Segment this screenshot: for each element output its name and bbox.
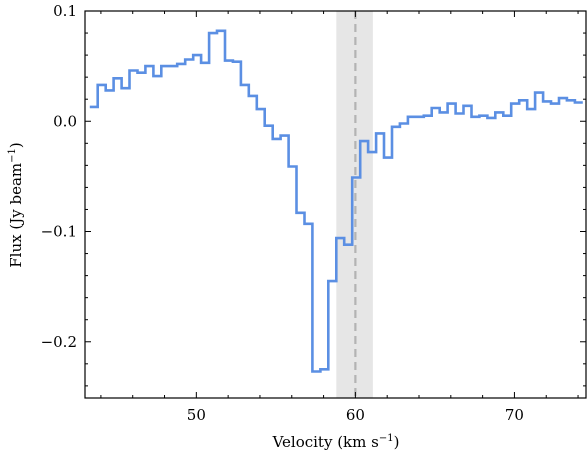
ticks-layer: 50 60 70 0.1 0.0 −0.1 −0.2 xyxy=(41,2,586,424)
x-axis-label: Velocity (km s−1) xyxy=(272,433,400,451)
y-tick-label: −0.1 xyxy=(41,223,77,241)
x-tick-label: 50 xyxy=(187,406,206,424)
x-tick-label: 70 xyxy=(505,406,524,424)
spectrum-layer xyxy=(89,29,583,373)
x-tick-label: 60 xyxy=(346,406,365,424)
y-tick-label: −0.2 xyxy=(41,333,77,351)
y-axis-label: Flux (Jy beam−1) xyxy=(7,142,25,267)
plot-frame xyxy=(84,10,587,399)
plot-area xyxy=(85,11,586,398)
y-tick-label: 0.0 xyxy=(53,112,77,130)
y-tick-label: 0.1 xyxy=(53,2,77,20)
velocity-band-layer xyxy=(336,11,373,398)
spectrum-step-line xyxy=(89,29,583,373)
velocity-band xyxy=(336,11,373,398)
